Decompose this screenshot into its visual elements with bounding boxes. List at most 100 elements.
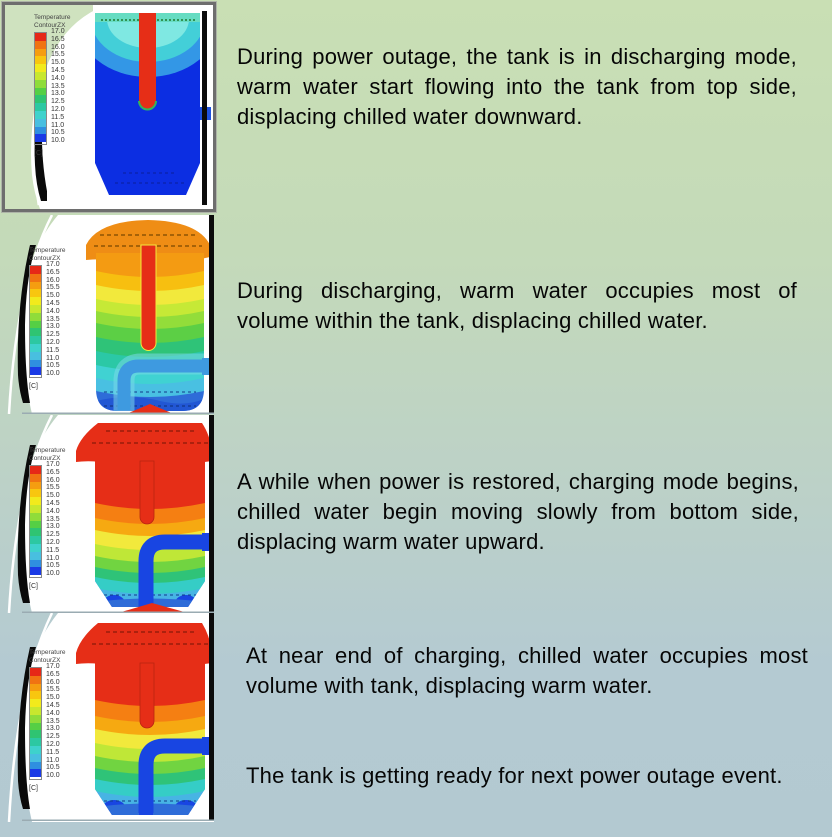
legend-color-cell (35, 48, 46, 57)
inlet-pipe (140, 244, 157, 351)
legend-color-cell (30, 489, 41, 498)
legend-tick-label: 12.0 (46, 740, 60, 748)
legend-color-cell (30, 343, 41, 352)
legend-tick-label: 14.0 (46, 507, 60, 515)
legend-tick-label: 14.5 (46, 701, 60, 709)
legend-ticks: 17.0 16.5 16.0 15.5 15.0 14.5 14.0 13.5 13.0 12.5… (46, 461, 60, 578)
pipe-collar (202, 358, 209, 375)
legend-tick-label: 11.0 (46, 354, 60, 362)
tank-discharging (86, 220, 210, 414)
legend-colorbar (29, 667, 42, 780)
panel-divider (22, 412, 214, 414)
pipe-collar (202, 737, 211, 755)
legend-color-cell (30, 559, 41, 568)
legend-tick-label: 13.0 (46, 725, 60, 733)
legend-color-cell (30, 761, 41, 770)
temperature-legend: Temperature ContourZX 17.0 16.5 16.0 15.5 15… (29, 247, 66, 390)
legend-color-cell (35, 33, 46, 41)
panel-divider (22, 611, 214, 613)
legend-tick-label: 10.0 (46, 570, 60, 578)
legend-ticks: 17.0 16.5 16.0 15.5 15.0 14.5 14.0 13.5 13.0 12.5… (51, 28, 65, 145)
legend-color-cell (30, 675, 41, 684)
right-black-bar (209, 613, 214, 820)
legend-tick-label: 14.0 (51, 74, 65, 82)
legend-tick-label: 17.0 (51, 28, 65, 35)
legend-color-cell (35, 71, 46, 80)
legend-tick-label: 10.5 (46, 362, 60, 370)
legend-color-cell (30, 497, 41, 505)
legend-tick-label: 11.0 (46, 554, 60, 562)
legend-tick-label: 15.0 (46, 694, 60, 702)
legend-tick-label: 15.5 (46, 484, 60, 492)
legend-color-cell (30, 481, 41, 490)
legend-color-cell (30, 745, 41, 754)
temperature-legend: Temperature ContourZX 17.0 16.5 16.0 15.5 15… (29, 649, 66, 792)
legend-color-cell (30, 328, 41, 337)
legend-tick-label: 12.5 (46, 733, 60, 741)
legend-color-cell (30, 273, 41, 282)
legend-color-cell (35, 103, 46, 111)
legend-tick-label: 15.5 (46, 686, 60, 694)
legend-color-cell (35, 110, 46, 119)
legend-tick-label: 12.5 (51, 98, 65, 106)
legend-color-cell (35, 79, 46, 88)
chilled-elbow-pipe (138, 738, 203, 813)
legend-tick-label: 15.0 (46, 492, 60, 500)
legend-color-cell (30, 543, 41, 552)
chilled-elbow-pipe (138, 534, 203, 607)
legend-color-cell (35, 56, 46, 65)
legend-color-cell (30, 551, 41, 560)
legend-tick-label: 17.0 (46, 461, 60, 468)
legend-tick-label: 15.5 (51, 51, 65, 59)
tank-dome (76, 423, 212, 466)
temperature-legend: Temperature ContourZX 17.0 16.5 16.0 15.5 15… (29, 447, 66, 590)
legend-color-cell (30, 769, 41, 778)
legend-tick-label: 10.0 (46, 772, 60, 780)
legend-tick-label: 13.0 (51, 90, 65, 98)
legend-tick-label: 16.5 (46, 670, 60, 678)
cfd-panel-discharge-start: Temperature ContourZX 17.0 16.5 16.0 15.5 15… (1, 1, 217, 213)
legend-tick-label: 12.0 (46, 338, 60, 346)
legend-color-cell (30, 753, 41, 762)
legend-color-cell (30, 466, 41, 474)
legend-ticks: 17.0 16.5 16.0 15.5 15.0 14.5 14.0 13.5 13.0 12.5… (46, 261, 60, 378)
legend-tick-label: 11.5 (46, 546, 60, 554)
legend-unit: [C] (34, 149, 43, 157)
legend-color-cell (30, 504, 41, 513)
inlet-pipe (139, 662, 155, 729)
legend-colorbar (29, 265, 42, 378)
legend-color-cell (30, 706, 41, 715)
tank-charging-end (76, 623, 212, 815)
legend-tick-label: 16.5 (46, 468, 60, 476)
legend-color-cell (30, 730, 41, 739)
legend-tick-label: 14.0 (46, 307, 60, 315)
legend-color-cell (30, 536, 41, 544)
legend-tick-label: 15.0 (51, 59, 65, 67)
legend-colorbar (29, 465, 42, 578)
legend-color-cell (35, 95, 46, 104)
next-dome-tip (126, 404, 174, 414)
inlet-pipe (139, 13, 156, 110)
legend-color-cell (30, 668, 41, 676)
tank-dome (86, 220, 210, 264)
legend-tick-label: 14.0 (46, 709, 60, 717)
legend-tick-label: 11.0 (46, 756, 60, 764)
caption-discharge-start: During power outage, the tank is in disc… (237, 44, 797, 129)
right-black-bar (202, 11, 207, 205)
black-crescent (17, 647, 36, 809)
cfd-panel-charging-start: Temperature ContourZX 17.0 16.5 16.0 15.5 15… (0, 415, 220, 613)
legend-tick-label: 11.0 (51, 121, 65, 129)
legend-tick-label: 14.5 (46, 499, 60, 507)
temperature-legend: Temperature ContourZX 17.0 16.5 16.0 15.5 15… (34, 14, 71, 157)
legend-color-cell (35, 87, 46, 96)
legend-colorbar (34, 32, 47, 145)
legend-color-cell (35, 126, 46, 135)
legend-tick-label: 16.5 (46, 268, 60, 276)
tank-contour-charging-end (7, 613, 215, 822)
legend-color-cell (35, 40, 46, 49)
legend-color-cell (30, 281, 41, 290)
legend-color-cell (30, 473, 41, 482)
legend-tick-label: 16.0 (51, 43, 65, 51)
legend-tick-label: 14.5 (51, 66, 65, 74)
